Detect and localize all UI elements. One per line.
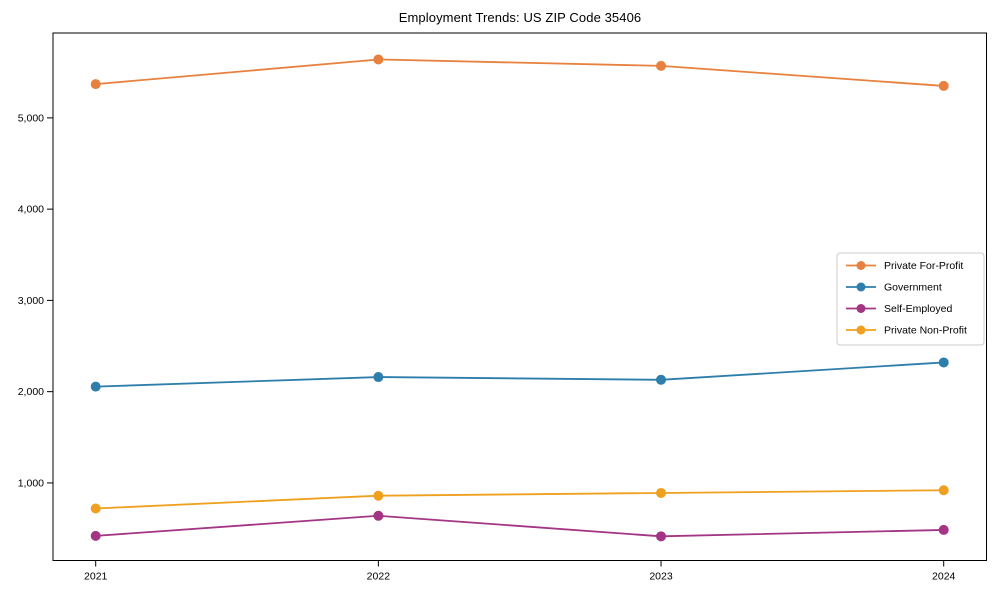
x-axis-tick-label: 2023	[649, 571, 673, 583]
series-marker-private-for-profit	[938, 80, 949, 91]
series-marker-government	[373, 372, 384, 383]
series-marker-private-for-profit	[90, 79, 101, 90]
y-axis-tick-label: 5,000	[18, 112, 44, 124]
legend-marker-dot	[856, 261, 866, 270]
series-path-self-employed	[95, 514, 944, 538]
legend-label: Private For-Profit	[884, 260, 963, 272]
legend-label: Self-Employed	[884, 303, 952, 315]
series-path-private-non-profit	[95, 489, 944, 510]
y-axis-tick-label: 3,000	[18, 295, 44, 307]
series-marker-government	[90, 381, 101, 392]
series-marker-government	[938, 357, 949, 368]
legend-label: Private Non-Profit	[884, 325, 967, 337]
legend-marker-dot	[856, 325, 866, 335]
series-marker-private-non-profit	[373, 490, 384, 501]
x-axis-tick-label: 2021	[84, 571, 108, 583]
x-axis-tick-label: 2022	[367, 571, 391, 583]
legend-box	[836, 252, 985, 346]
plot-area-border	[52, 32, 987, 561]
x-axis-tick-label: 2024	[932, 571, 956, 583]
series-marker-self-employed	[373, 510, 384, 521]
series-marker-private-non-profit	[938, 485, 949, 496]
series-marker-government	[656, 374, 667, 385]
chart-title: Employment Trends: US ZIP Code 35406	[398, 10, 642, 25]
series-path-government	[95, 361, 944, 388]
y-axis-tick-label: 2,000	[18, 386, 44, 398]
series-marker-self-employed	[90, 530, 101, 541]
series-marker-private-for-profit	[656, 60, 667, 71]
y-axis-tick-label: 1,000	[18, 477, 44, 489]
y-axis-tick-label: 4,000	[18, 204, 44, 216]
legend-label: Government	[884, 282, 942, 294]
legend-marker-dot	[856, 282, 866, 292]
series-marker-self-employed	[938, 524, 949, 535]
series-marker-private-for-profit	[373, 54, 384, 65]
series-marker-self-employed	[656, 531, 667, 542]
series-path-private-for-profit	[95, 58, 944, 87]
series-marker-private-non-profit	[90, 503, 101, 514]
series-marker-private-non-profit	[656, 487, 667, 498]
legend-marker-dot	[856, 304, 866, 313]
